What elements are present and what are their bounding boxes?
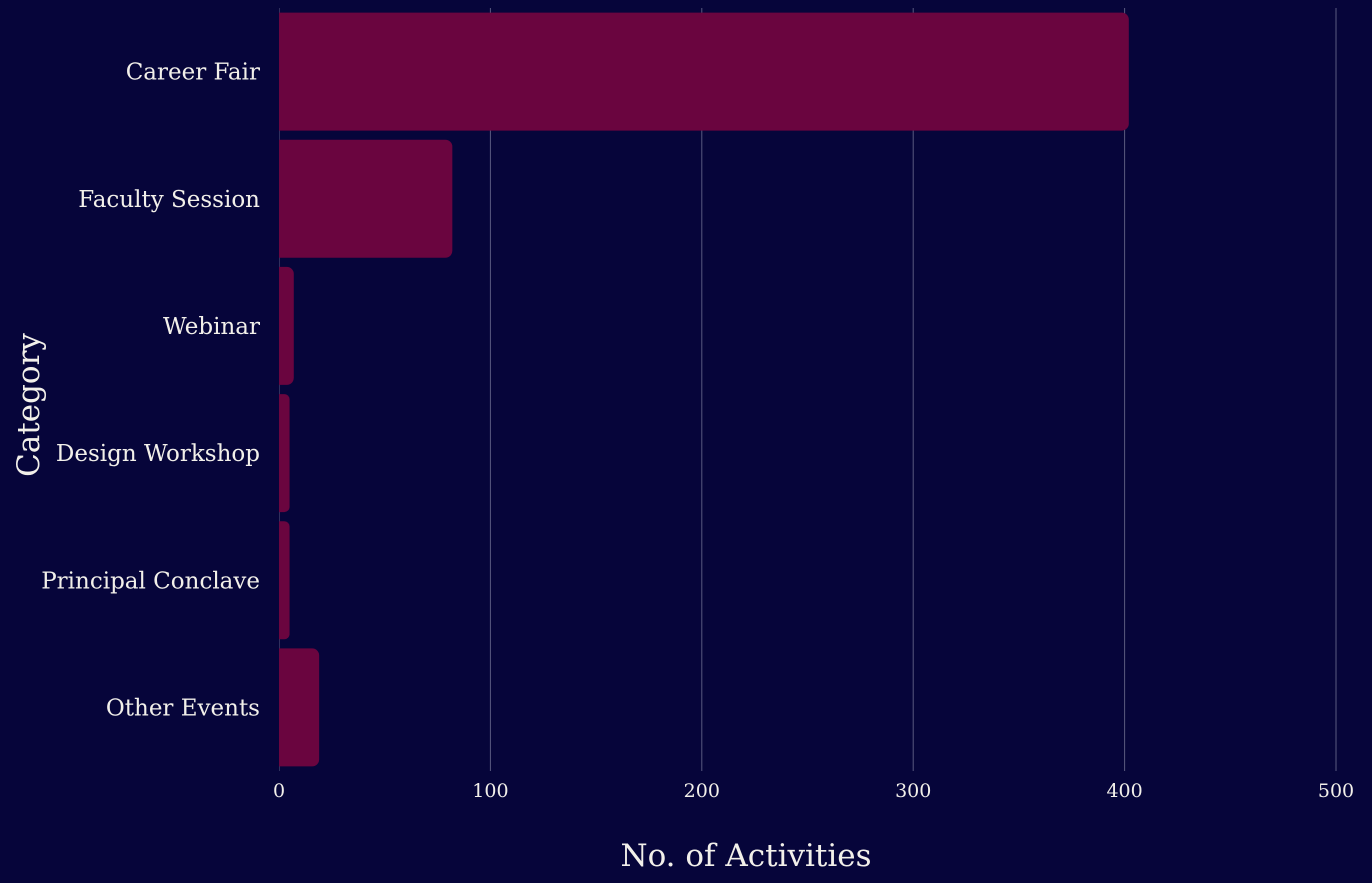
category-label-design-workshop: Design Workshop (56, 441, 260, 467)
category-label-career-fair: Career Fair (126, 60, 260, 86)
bar-faculty-session (272, 139, 453, 258)
x-tick-label-300: 300 (895, 780, 931, 802)
x-tick-labels: 0 100 200 300 400 500 (273, 780, 1354, 802)
bar-career-fair (272, 12, 1129, 131)
category-labels: Career Fair Faculty Session Webinar Design … (41, 60, 260, 722)
x-tick-label-400: 400 (1106, 780, 1142, 802)
bar-other-events (272, 648, 320, 767)
x-tick-label-200: 200 (684, 780, 720, 802)
bar-layer (269, 8, 1129, 771)
y-axis-title: Category (11, 333, 47, 477)
category-label-faculty-session: Faculty Session (78, 187, 260, 213)
x-tick-label-0: 0 (273, 780, 285, 802)
axis-edge-mask (269, 8, 279, 771)
x-tick-label-100: 100 (472, 780, 508, 802)
category-label-other-events: Other Events (106, 695, 260, 721)
x-tick-label-500: 500 (1318, 780, 1354, 802)
x-axis-title: No. of Activities (620, 838, 871, 874)
category-label-principal-conclave: Principal Conclave (41, 568, 260, 594)
category-label-webinar: Webinar (163, 314, 260, 340)
